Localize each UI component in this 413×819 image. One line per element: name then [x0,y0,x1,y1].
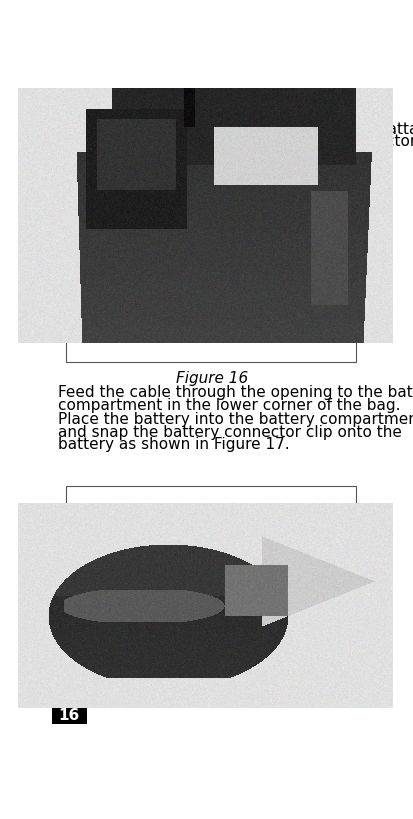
Text: Feed the cable through the opening to the battery: Feed the cable through the opening to th… [58,386,413,400]
Bar [66,486,356,644]
Text: Installation Manual: Installation Manual [58,105,239,122]
Text: Step 7: Step 7 [58,122,113,137]
Text: Figure 17: Figure 17 [176,651,248,666]
Text: battery as shown in Figure 17.: battery as shown in Figure 17. [58,437,290,452]
Text: 16: 16 [58,708,79,723]
Text: the modular end to the battery connector: the modular end to the battery connector [96,134,413,150]
Text: Place the battery into the battery compartment: Place the battery into the battery compa… [58,413,413,428]
Bar [52,708,86,724]
Text: compartment in the lower corner of the bag.: compartment in the lower corner of the b… [58,398,400,413]
Text: and snap the battery connector clip onto the: and snap the battery connector clip onto… [58,425,402,440]
Text: assembly as shown below.: assembly as shown below. [96,147,299,162]
Bar [66,166,356,362]
Text: Figure 16: Figure 16 [176,371,248,386]
Text: Locate the battery adapter cable and attach: Locate the battery adapter cable and att… [96,122,413,137]
